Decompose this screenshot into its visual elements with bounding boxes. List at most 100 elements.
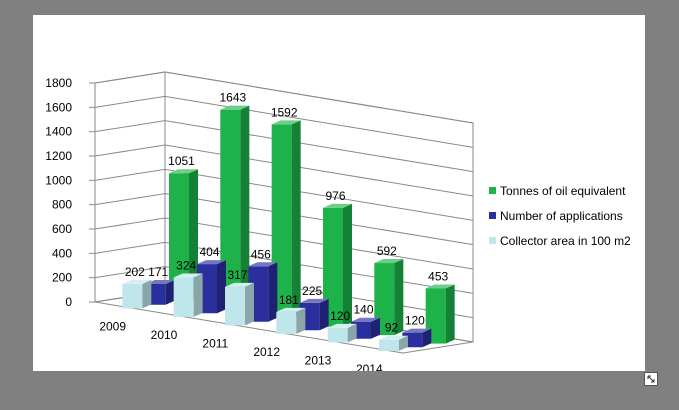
data-label: 453 — [428, 269, 448, 283]
gridline — [94, 168, 474, 221]
legend-swatch — [489, 187, 496, 194]
x-tick-label: 2014 — [356, 362, 383, 371]
bar-side — [245, 282, 254, 326]
bar-side — [296, 307, 306, 334]
bars — [122, 105, 455, 351]
bar-side — [371, 317, 380, 339]
data-label: 120 — [405, 314, 425, 328]
bar — [276, 307, 306, 334]
gridline — [94, 266, 474, 319]
bar-side — [394, 259, 404, 336]
data-label: 120 — [330, 309, 350, 323]
gridline — [94, 95, 474, 148]
bar-side — [217, 260, 226, 314]
legend-label: Collector area in 100 m2 — [500, 234, 631, 248]
bar-top — [122, 279, 152, 284]
x-tick-label: 2009 — [99, 319, 126, 333]
x-tick-label: 2012 — [253, 345, 280, 359]
gridline — [94, 193, 474, 246]
gridline — [94, 120, 474, 173]
bar-top — [276, 307, 306, 312]
legend-swatch — [489, 237, 496, 244]
y-tick-label: 800 — [52, 198, 72, 212]
y-tick-label: 1200 — [45, 149, 72, 163]
data-label: 456 — [251, 247, 271, 261]
data-label: 592 — [377, 244, 397, 258]
bar — [169, 169, 198, 302]
resize-icon — [647, 375, 655, 383]
bar-top — [197, 260, 226, 265]
bar-top — [351, 317, 380, 322]
bar — [379, 335, 408, 351]
data-label: 171 — [148, 265, 168, 279]
legend: Tonnes of oil equivalent Number of applic… — [489, 184, 631, 248]
bar-side — [445, 284, 455, 344]
bar-front — [379, 339, 399, 351]
bar-front — [122, 283, 143, 309]
bar-top — [374, 259, 404, 264]
y-tick-label: 1000 — [45, 173, 72, 187]
bar-top — [145, 279, 175, 284]
bar-top — [169, 169, 198, 174]
bar — [220, 105, 250, 310]
gridline — [94, 71, 474, 124]
y-tick-label: 0 — [65, 295, 72, 309]
bar-side — [193, 273, 203, 317]
bar-front — [225, 286, 245, 326]
gridline — [94, 217, 474, 270]
bar — [225, 282, 254, 326]
bar-side — [319, 298, 329, 331]
bar-front — [323, 207, 343, 327]
bar-front — [173, 277, 194, 317]
data-label: 1643 — [219, 91, 246, 105]
bar — [122, 279, 152, 309]
bar-side — [343, 203, 352, 327]
bar — [173, 273, 203, 317]
bar — [323, 203, 352, 327]
bar-top — [271, 120, 301, 125]
bar-side — [142, 279, 152, 309]
bar-front — [220, 109, 241, 310]
bar-front — [374, 263, 395, 336]
bar-side — [189, 169, 198, 302]
data-label: 202 — [125, 265, 145, 279]
bar — [327, 323, 357, 343]
bar-top — [323, 203, 352, 208]
data-label: 92 — [385, 321, 399, 335]
x-tick-label: 2010 — [151, 328, 178, 342]
bar-front — [327, 327, 348, 343]
y-tick-label: 600 — [52, 222, 72, 236]
legend-label: Number of applications — [500, 209, 623, 223]
data-label: 976 — [325, 189, 345, 203]
bar-front — [169, 173, 189, 302]
data-label: 181 — [279, 293, 299, 307]
bar-side — [399, 335, 408, 351]
legend-swatch — [489, 212, 496, 219]
bar-top — [299, 298, 329, 303]
bar-top — [425, 284, 455, 289]
data-label: 317 — [227, 268, 247, 282]
gridlines — [89, 71, 474, 343]
bar-side — [291, 120, 301, 319]
bar-chart: 0 200 400 600 800 1000 1200 1400 1600 1800 1051 16… — [45, 71, 631, 371]
bar-side — [268, 262, 278, 322]
y-tick-label: 400 — [52, 246, 72, 260]
data-label: 140 — [353, 303, 373, 317]
data-label: 404 — [199, 245, 219, 259]
y-tick-label: 200 — [52, 271, 72, 285]
resize-handle[interactable] — [644, 372, 658, 386]
data-label: 1051 — [168, 154, 195, 168]
y-tick-label: 1400 — [45, 125, 72, 139]
x-tick-label: 2013 — [305, 353, 332, 367]
y-tick-label: 1800 — [45, 76, 72, 90]
gridline — [94, 241, 474, 294]
data-label: 324 — [176, 258, 196, 272]
bar-front — [276, 311, 297, 334]
legend-label: Tonnes of oil equivalent — [500, 184, 626, 198]
bar-side — [422, 328, 432, 348]
data-label: 225 — [302, 284, 322, 298]
x-tick-label: 2011 — [202, 336, 228, 350]
x-axis-tick-labels: 2009 2010 2011 2012 2013 2014 — [99, 319, 383, 371]
y-axis-tick-labels: 0 200 400 600 800 1000 1200 1400 1600 1800 — [45, 76, 72, 309]
